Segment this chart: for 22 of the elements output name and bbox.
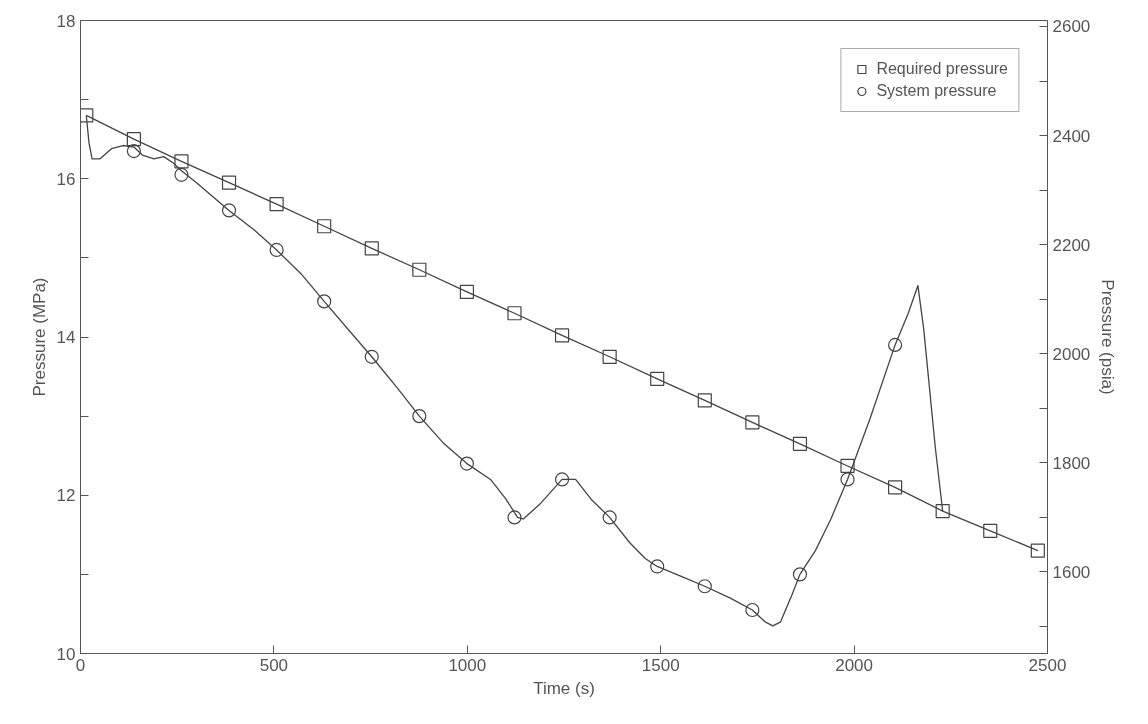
y2-tick-label: 2200: [1052, 235, 1091, 255]
y2-tick-label: 2000: [1052, 344, 1091, 364]
y-tick-label: 14: [56, 328, 76, 347]
y2-axis-title: Pressure (psia): [1098, 279, 1118, 395]
legend-label: Required pressure: [876, 60, 1008, 78]
x-tick-label: 1000: [448, 655, 487, 675]
y2-tick-label: 1600: [1052, 562, 1091, 582]
x-tick-label: 0: [75, 655, 86, 675]
y-tick-label: 12: [56, 486, 76, 506]
x-tick-label: 1500: [641, 655, 680, 675]
y-tick-label: 18: [56, 11, 76, 31]
x-tick-label: 500: [259, 655, 289, 675]
y2-tick-label: 2600: [1052, 17, 1091, 37]
y-tick-label: 16: [56, 169, 76, 189]
y2-tick-label: 2400: [1052, 126, 1091, 146]
x-tick-label: 2500: [1028, 655, 1067, 675]
x-tick-label: 2000: [835, 655, 874, 675]
y-axis-title: Pressure (MPa): [29, 277, 49, 397]
x-axis-title: Time (s): [533, 678, 595, 698]
y-tick-label: 10: [56, 644, 76, 664]
y2-tick-label: 1800: [1052, 453, 1091, 473]
legend-label: System pressure: [876, 82, 997, 100]
